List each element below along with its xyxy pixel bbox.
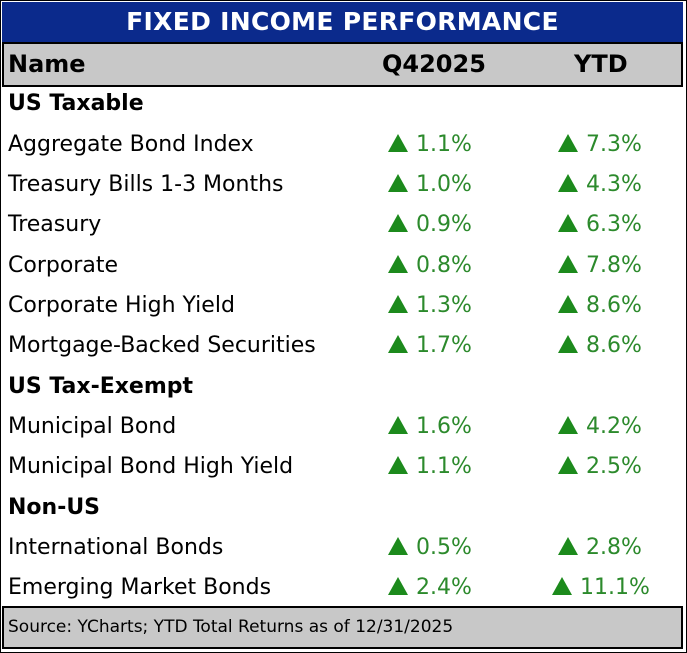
- table-title: FIXED INCOME PERFORMANCE: [2, 2, 683, 42]
- up-arrow-icon: [558, 537, 578, 555]
- q42025-cell: 0.9%: [388, 205, 472, 245]
- row-name: Mortgage-Backed Securities: [8, 333, 316, 358]
- table-row: Mortgage-Backed Securities 1.7% 8.6%: [2, 326, 683, 366]
- table-row: Treasury 0.9% 6.3%: [2, 205, 683, 245]
- section-label: US Tax-Exempt: [8, 374, 194, 399]
- ytd-cell: 4.2%: [558, 407, 642, 447]
- table-row: International Bonds 0.5% 2.8%: [2, 528, 683, 568]
- up-arrow-icon: [558, 214, 578, 232]
- ytd-cell: 8.6%: [558, 326, 642, 366]
- table-row: Municipal Bond High Yield 1.1% 2.5%: [2, 447, 683, 487]
- table-row: Corporate 0.8% 7.8%: [2, 246, 683, 286]
- up-arrow-icon: [558, 456, 578, 474]
- row-name: Municipal Bond High Yield: [8, 454, 294, 479]
- column-header-name: Name: [8, 50, 86, 78]
- ytd-cell: 7.3%: [558, 125, 642, 165]
- ytd-cell: 8.6%: [558, 286, 642, 326]
- q42025-cell: 1.6%: [388, 407, 472, 447]
- row-name: Aggregate Bond Index: [8, 132, 254, 157]
- up-arrow-icon: [388, 295, 408, 313]
- table-row: Treasury Bills 1-3 Months 1.0% 4.3%: [2, 165, 683, 205]
- up-arrow-icon: [558, 416, 578, 434]
- up-arrow-icon: [388, 335, 408, 353]
- ytd-cell: 11.1%: [552, 568, 650, 608]
- q42025-cell: 2.4%: [388, 568, 472, 608]
- up-arrow-icon: [558, 174, 578, 192]
- up-arrow-icon: [558, 255, 578, 273]
- row-name: Emerging Market Bonds: [8, 575, 272, 600]
- up-arrow-icon: [388, 255, 408, 273]
- up-arrow-icon: [388, 134, 408, 152]
- up-arrow-icon: [388, 456, 408, 474]
- q42025-cell: 1.3%: [388, 286, 472, 326]
- row-name: Corporate: [8, 253, 118, 278]
- source-footer: Source: YCharts; YTD Total Returns as of…: [2, 606, 683, 649]
- section-header-us-tax-exempt: US Tax-Exempt: [2, 367, 683, 407]
- column-header-row: Name Q42025 YTD: [2, 42, 683, 87]
- up-arrow-icon: [388, 174, 408, 192]
- row-name: International Bonds: [8, 535, 224, 560]
- ytd-cell: 2.5%: [558, 447, 642, 487]
- table-row: Corporate High Yield 1.3% 8.6%: [2, 286, 683, 326]
- section-header-non-us: Non-US: [2, 488, 683, 528]
- column-header-ytd: YTD: [574, 50, 628, 78]
- row-name: Treasury: [8, 212, 102, 237]
- q42025-cell: 0.5%: [388, 528, 472, 568]
- up-arrow-icon: [558, 335, 578, 353]
- ytd-cell: 2.8%: [558, 528, 642, 568]
- section-label: US Taxable: [8, 91, 144, 116]
- column-header-q42025: Q42025: [382, 50, 486, 78]
- q42025-cell: 0.8%: [388, 246, 472, 286]
- up-arrow-icon: [558, 295, 578, 313]
- q42025-cell: 1.0%: [388, 165, 472, 205]
- ytd-cell: 4.3%: [558, 165, 642, 205]
- table-row: Municipal Bond 1.6% 4.2%: [2, 407, 683, 447]
- up-arrow-icon: [552, 577, 572, 595]
- ytd-cell: 6.3%: [558, 205, 642, 245]
- row-name: Municipal Bond: [8, 414, 177, 439]
- row-name: Treasury Bills 1-3 Months: [8, 172, 284, 197]
- up-arrow-icon: [558, 134, 578, 152]
- ytd-cell: 7.8%: [558, 246, 642, 286]
- up-arrow-icon: [388, 416, 408, 434]
- table-row: Emerging Market Bonds 2.4% 11.1%: [2, 568, 683, 608]
- up-arrow-icon: [388, 577, 408, 595]
- row-name: Corporate High Yield: [8, 293, 235, 318]
- source-note: Source: YCharts; YTD Total Returns as of…: [8, 617, 454, 637]
- up-arrow-icon: [388, 537, 408, 555]
- up-arrow-icon: [388, 214, 408, 232]
- q42025-cell: 1.1%: [388, 447, 472, 487]
- section-header-us-taxable: US Taxable: [2, 84, 683, 124]
- table-row: Aggregate Bond Index 1.1% 7.3%: [2, 125, 683, 165]
- q42025-cell: 1.7%: [388, 326, 472, 366]
- section-label: Non-US: [8, 495, 101, 520]
- q42025-cell: 1.1%: [388, 125, 472, 165]
